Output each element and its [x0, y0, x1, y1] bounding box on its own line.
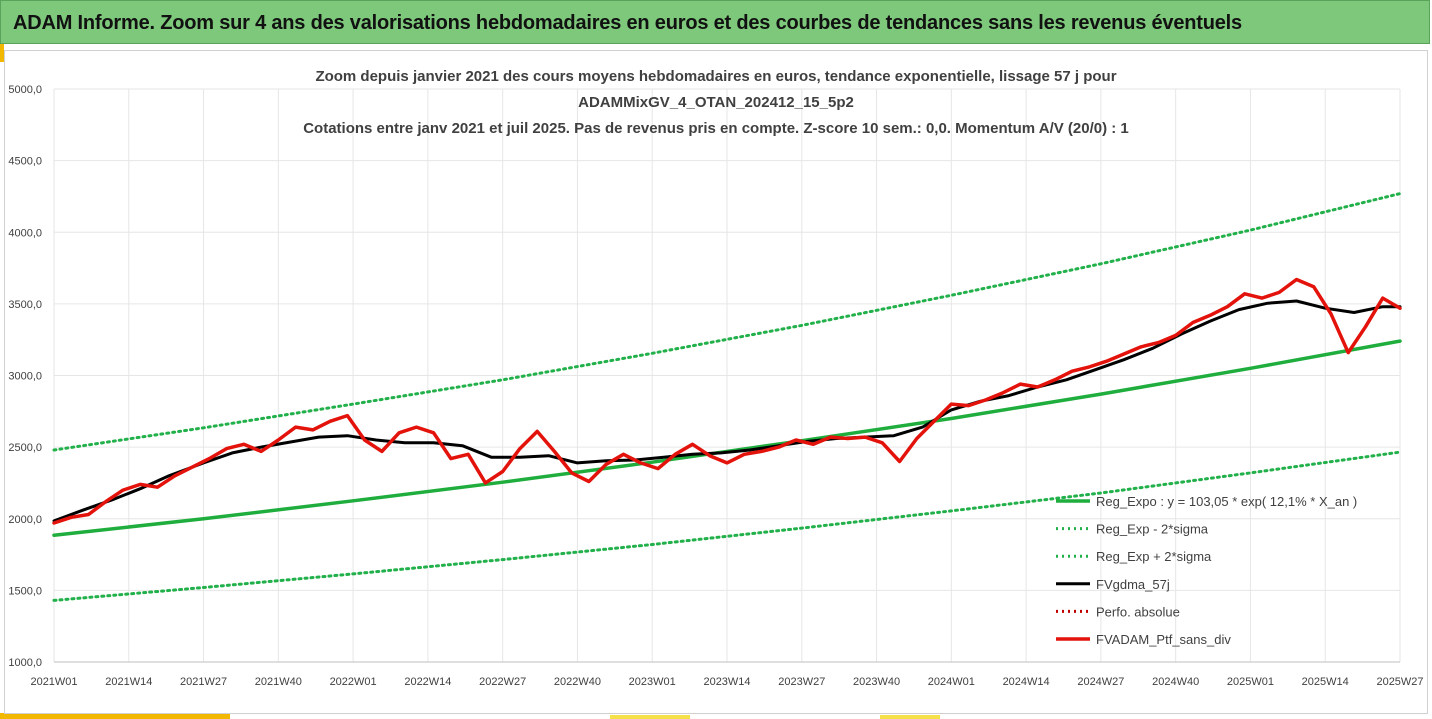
- x-tick-label: 2024W14: [1003, 676, 1050, 688]
- x-tick-label: 2025W01: [1227, 676, 1274, 688]
- y-tick-label: 3000,0: [8, 371, 42, 383]
- x-tick-label: 2021W14: [105, 676, 152, 688]
- legend: Reg_Expo : y = 103,05 * exp( 12,1% * X_a…: [1056, 494, 1357, 647]
- report-banner: ADAM Informe. Zoom sur 4 ans des valoris…: [0, 0, 1430, 44]
- x-tick-label: 2025W27: [1376, 676, 1423, 688]
- banner-title: ADAM Informe. Zoom sur 4 ans des valoris…: [13, 12, 1242, 34]
- series-line-reg-exp-2-sigma: [52, 450, 1402, 602]
- x-axis-ticks: 2021W01 2021W14 2021W27 2021W40 2022W01 2022W…: [30, 676, 1423, 688]
- legend-entry: Reg_Exp + 2*sigma: [1096, 549, 1212, 564]
- chart-title-line-1: Zoom depuis janvier 2021 des cours moyen…: [315, 68, 1116, 85]
- accent-bar-bottom-right: [880, 715, 940, 719]
- gridlines: [53, 88, 1401, 663]
- x-tick-label: 2021W40: [255, 676, 302, 688]
- x-tick-label: 2024W27: [1077, 676, 1124, 688]
- accent-bar-bottom-left: [0, 713, 230, 719]
- legend-entry: FVgdma_57j: [1096, 577, 1170, 592]
- y-tick-label: 5000,0: [8, 84, 42, 96]
- accent-bar-bottom-mid: [610, 715, 690, 719]
- x-tick-label: 2023W14: [703, 676, 750, 688]
- y-axis-ticks: 1000,0 1500,0 2000,0 2500,0 3000,0 3500,0 4000…: [8, 84, 42, 669]
- x-tick-label: 2025W14: [1302, 676, 1349, 688]
- series-line-reg-exp-2-sigma: [52, 192, 1402, 452]
- x-tick-label: 2022W01: [330, 676, 377, 688]
- x-tick-label: 2021W27: [180, 676, 227, 688]
- x-tick-label: 2024W40: [1152, 676, 1199, 688]
- accent-bar-left: [0, 44, 4, 62]
- series-line-fvgdma-57j: [52, 299, 1402, 523]
- x-tick-label: 2022W14: [404, 676, 451, 688]
- y-tick-label: 2500,0: [8, 442, 42, 454]
- x-tick-label: 2024W01: [928, 676, 975, 688]
- chart-title-line-3: Cotations entre janv 2021 et juil 2025. …: [303, 120, 1129, 137]
- chart-title: Zoom depuis janvier 2021 des cours moyen…: [303, 68, 1129, 137]
- y-tick-label: 4500,0: [8, 156, 42, 168]
- legend-entry: Perfo. absolue: [1096, 604, 1180, 619]
- series-lines: [52, 192, 1402, 602]
- x-tick-label: 2023W40: [853, 676, 900, 688]
- x-tick-label: 2021W01: [30, 676, 77, 688]
- legend-entry: FVADAM_Ptf_sans_div: [1096, 632, 1231, 647]
- y-tick-label: 1000,0: [8, 657, 42, 669]
- legend-entry: Reg_Exp - 2*sigma: [1096, 522, 1209, 537]
- series-line-fvadam-ptf-sans-div: [52, 277, 1402, 525]
- x-tick-label: 2023W27: [778, 676, 825, 688]
- y-tick-label: 4000,0: [8, 227, 42, 239]
- x-tick-label: 2022W27: [479, 676, 526, 688]
- y-tick-label: 3500,0: [8, 299, 42, 311]
- x-tick-label: 2022W40: [554, 676, 601, 688]
- legend-entry: Reg_Expo : y = 103,05 * exp( 12,1% * X_a…: [1096, 494, 1357, 509]
- y-tick-label: 1500,0: [8, 585, 42, 597]
- y-tick-label: 2000,0: [8, 514, 42, 526]
- chart-title-line-2: ADAMMixGV_4_OTAN_202412_15_5p2: [578, 94, 854, 111]
- chart-frame: [4, 50, 1428, 714]
- x-tick-label: 2023W01: [629, 676, 676, 688]
